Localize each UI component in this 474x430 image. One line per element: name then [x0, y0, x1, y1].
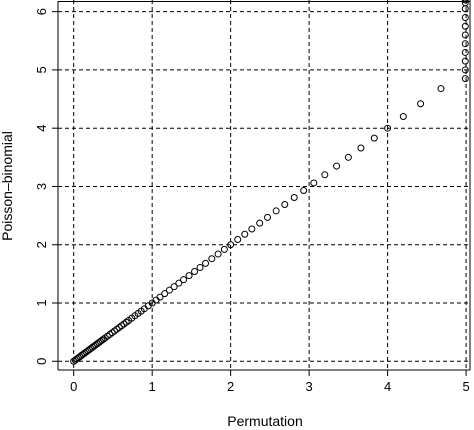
data-point — [264, 213, 272, 221]
data-point — [461, 31, 469, 39]
data-point — [241, 230, 249, 238]
data-point — [357, 144, 365, 152]
data-point — [344, 153, 352, 161]
data-point — [310, 179, 318, 187]
data-points — [70, 0, 469, 365]
data-point — [437, 85, 445, 93]
data-point — [281, 201, 289, 209]
data-point — [461, 13, 469, 21]
y-tick-label-1: 1 — [34, 299, 49, 306]
data-point — [461, 48, 469, 56]
x-tick-label-0: 0 — [70, 379, 77, 394]
data-point — [321, 171, 329, 179]
x-tick-label-3: 3 — [306, 379, 313, 394]
x-tick-label-2: 2 — [227, 379, 234, 394]
data-point — [220, 245, 228, 253]
data-point — [191, 268, 199, 276]
data-point — [384, 124, 392, 132]
data-point — [161, 290, 169, 298]
y-tick-label-5: 5 — [34, 66, 49, 73]
data-point — [272, 207, 280, 215]
y-tick-label-3: 3 — [34, 183, 49, 190]
data-point — [214, 250, 222, 258]
y-tick-label-6: 6 — [34, 8, 49, 15]
data-point — [461, 75, 469, 83]
data-point — [185, 272, 193, 280]
data-point — [461, 22, 469, 30]
y-tick-label-4: 4 — [34, 125, 49, 132]
data-point — [208, 255, 216, 263]
data-point — [461, 66, 469, 74]
data-point — [170, 283, 178, 291]
data-point — [248, 225, 256, 233]
axes: 0 1 2 3 4 5 0 1 2 3 4 5 6 — [34, 0, 471, 394]
y-tick-label-2: 2 — [34, 241, 49, 248]
data-point — [461, 0, 469, 4]
data-point — [370, 134, 378, 142]
data-point — [175, 279, 183, 287]
x-tick-label-4: 4 — [384, 379, 391, 394]
data-point — [202, 259, 210, 267]
data-point — [180, 276, 188, 284]
data-point — [156, 293, 164, 301]
y-axis-label: Poisson–binomial — [0, 131, 15, 241]
data-point — [234, 235, 242, 243]
data-point — [461, 57, 469, 65]
data-point — [461, 5, 469, 13]
grid — [58, 0, 470, 370]
data-point — [461, 40, 469, 48]
data-point — [333, 162, 341, 170]
x-axis-label: Permutation — [227, 413, 302, 429]
data-point — [417, 100, 425, 108]
y-tick-label-0: 0 — [34, 358, 49, 365]
data-point — [165, 286, 173, 294]
data-point — [399, 113, 407, 121]
data-point — [290, 194, 298, 202]
x-tick-label-5: 5 — [462, 379, 469, 394]
data-point — [196, 263, 204, 271]
x-tick-label-1: 1 — [149, 379, 156, 394]
data-point — [461, 0, 469, 7]
data-point — [256, 219, 264, 227]
data-point — [227, 241, 235, 249]
data-point — [300, 187, 308, 195]
